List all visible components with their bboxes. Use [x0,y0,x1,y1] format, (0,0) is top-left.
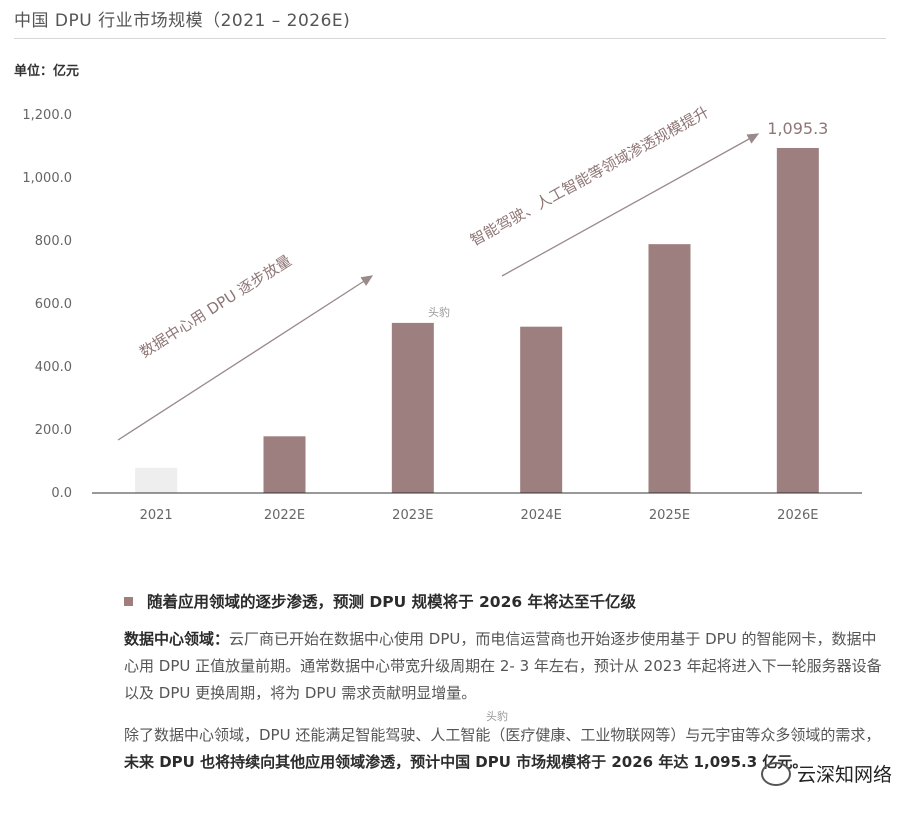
bar-2024E [520,326,563,493]
data-labels: 1,095.3 [767,119,828,138]
chart-title: 中国 DPU 行业市场规模（2021 – 2026E) [14,11,351,31]
p2-start: 除了数据中心领域，DPU 还能满足智能驾驶、人工智能（医疗健康、工业物联网等）与… [124,726,881,744]
y-tick-label: 200.0 [35,423,72,438]
y-tick-label: 1,200.0 [22,108,72,123]
paragraph-other-fields: 除了数据中心领域，DPU 还能满足智能驾驶、人工智能（医疗健康、工业物联网等）与… [124,722,884,776]
bar-2023E [391,322,434,493]
bar-2026E [776,147,819,493]
x-tick-label: 2026E [777,508,818,523]
x-tick-label: 2021 [140,508,173,523]
data-label: 1,095.3 [767,119,828,138]
trend-arrow-1 [117,275,374,441]
bar-chart: 0.0 200.0 400.0 600.0 800.0 1,000.0 1,200.0 20… [22,103,862,523]
bullet-square [124,596,133,606]
x-axis: 2021 2022E 2023E 2024E 2025E 2026E [140,508,819,523]
x-tick-label: 2024E [521,508,562,523]
wechat-icon [760,761,791,786]
x-tick-label: 2023E [392,508,433,523]
y-tick-label: 600.0 [35,297,72,312]
annotation-1: 数据中心用 DPU 逐步放量 [136,252,294,362]
paragraph-datacenter: 数据中心领域：云厂商已开始在数据中心使用 DPU，而电信运营商也开始逐步使用基于… [124,626,884,707]
bars-group [135,147,819,493]
y-axis: 0.0 200.0 400.0 600.0 800.0 1,000.0 1,200.0 [22,108,72,501]
text-watermark: 头豹 [486,710,508,723]
y-tick-label: 1,000.0 [22,171,72,186]
brand-name: 云深知网络 [796,764,892,786]
p2-bold: 未来 DPU 也将持续向其他应用领域渗透，预计中国 DPU 市场规模将于 202… [124,753,808,771]
unit-label: 单位：亿元 [14,64,80,79]
heading-text: 随着应用领域的逐步渗透，预测 DPU 规模将于 2026 年将达至千亿级 [147,593,637,611]
bar-2025E [648,244,691,493]
x-tick-label: 2025E [649,508,690,523]
bar-2022E [263,436,306,493]
bar-2021 [135,467,178,493]
x-tick-label: 2022E [264,508,305,523]
p1-rest: 云厂商已开始在数据中心使用 DPU，而电信运营商也开始逐步使用基于 DPU 的智… [124,630,882,702]
trend-arrow-2 [501,133,760,277]
y-tick-label: 400.0 [35,360,72,375]
y-tick-label: 0.0 [51,486,72,501]
y-tick-label: 800.0 [35,234,72,249]
p1-bold: 数据中心领域： [124,630,230,648]
section-heading: 随着应用领域的逐步渗透，预测 DPU 规模将于 2026 年将达至千亿级 [124,590,636,612]
title-divider [14,38,886,39]
chart-watermark: 头豹 [428,306,450,319]
brand-watermark: 云深知网络 [760,760,892,787]
